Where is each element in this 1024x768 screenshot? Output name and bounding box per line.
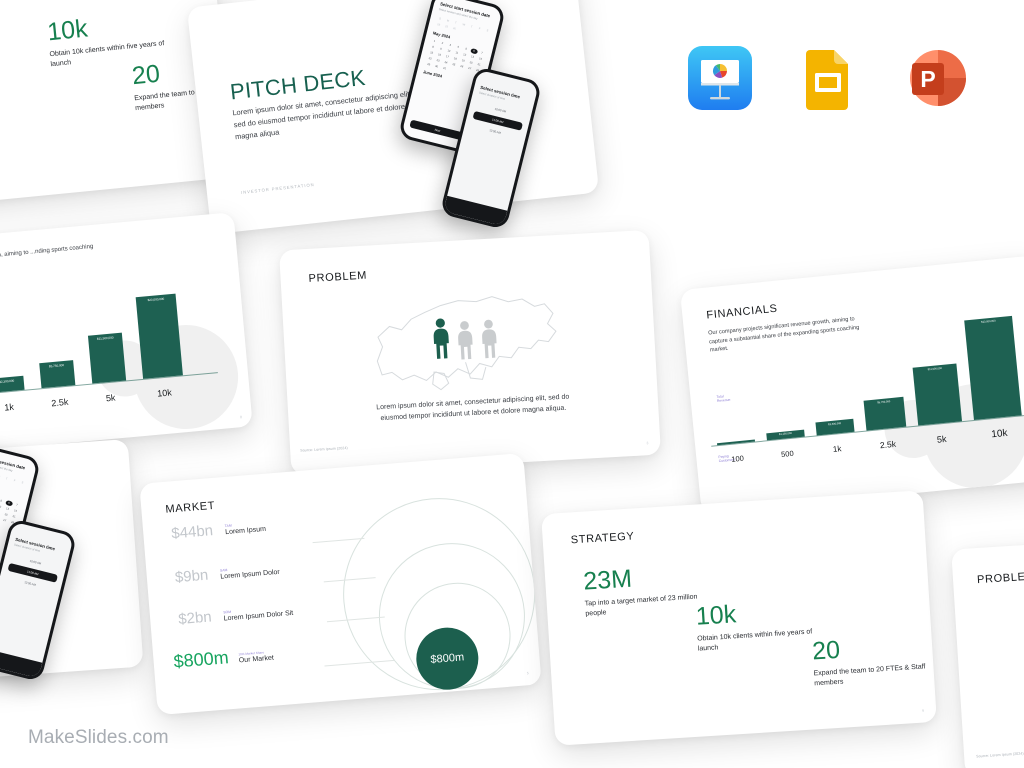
strategy-metric-number: 20 <box>811 635 841 666</box>
slide-market[interactable]: MARKET $800m $44bn TAM Lorem Ipsum $9bn … <box>139 452 542 716</box>
slide-pitch-deck[interactable]: PITCH DECK Lorem ipsum dolor sit amet, c… <box>186 0 600 235</box>
bar-value-label: $11,500,000 <box>927 366 943 372</box>
strategy-metric-description: Expand the team to 20 FTEs & Staff membe… <box>813 663 926 688</box>
market-row: $9bn SAM Lorem Ipsum Dolor <box>174 561 280 587</box>
microsoft-powerpoint-icon[interactable]: P <box>904 46 968 110</box>
bar-category: 100 <box>730 453 745 464</box>
page-number: 5 <box>526 671 529 676</box>
bar-category: 1k <box>832 444 842 454</box>
strategy-metric: 20 Expand the team to 20 FTEs & Staff me… <box>811 632 934 690</box>
google-slides-icon[interactable] <box>796 46 860 110</box>
bar: $23,000,000 <box>964 315 1022 421</box>
strategy-metric-description: Obtain 10k clients within five years of … <box>697 628 813 653</box>
region-map-outline <box>376 296 557 391</box>
problem-title: PROBLEM <box>976 570 1024 587</box>
bar-value-label: $23,000,000 <box>147 296 165 303</box>
bar-column: $23,000,000 <box>964 315 1022 421</box>
bar: $5,750,000 <box>863 396 907 431</box>
market-row: $2bn SOM Lorem Ipsum Dolor Sit <box>178 602 294 628</box>
bar-column: $5,750,000 <box>32 285 76 389</box>
financials-body-fragment: ...nue growth, aiming to ...nding sports… <box>0 243 94 262</box>
bar-chart-left: $2,300,000 $5,750,000 $11,500,000 $23,00… <box>0 276 183 393</box>
problem-title: PROBLEM <box>308 269 368 285</box>
market-label: Our Market <box>238 654 275 665</box>
slide-problem[interactable]: PROBLEM Lorem ipsum dolor sit amet, cons… <box>279 229 661 476</box>
market-title: MARKET <box>165 499 216 516</box>
bar-value-label: $2,300,000 <box>828 422 842 427</box>
phone-bottom-bar <box>443 195 508 227</box>
bar-category: 5k <box>105 392 116 404</box>
pitch-deck-footer: INVESTOR PRESENTATION <box>240 181 315 195</box>
page-number: 3 <box>646 441 649 446</box>
slide-problem-partial-right[interactable]: PROBLEM Source: Lorem Ipsum (2024) <box>951 530 1024 768</box>
slide-financials-partial-left[interactable]: ...nue growth, aiming to ...nding sports… <box>0 212 253 467</box>
bar-column: $2,300,000 <box>0 290 25 393</box>
person-highlighted-icon <box>433 318 449 359</box>
bar-category: 500 <box>780 448 795 459</box>
slide-financials[interactable]: FINANCIALS Our company projects signific… <box>679 254 1024 515</box>
bar-value-label: $11,500,000 <box>96 335 114 341</box>
app-icons-row: P <box>688 46 968 110</box>
bar: $11,500,000 <box>912 363 963 426</box>
bar: $11,500,000 <box>87 332 127 384</box>
market-row: $44bn TAM Lorem Ipsum <box>170 518 267 543</box>
strategy-metric-number: 10k <box>694 600 737 631</box>
market-amount: $2bn <box>177 608 213 629</box>
calendar-next-button[interactable]: Next <box>409 119 466 141</box>
bar-column <box>707 342 756 446</box>
bar-column: $11,500,000 <box>83 281 127 384</box>
svg-text:P: P <box>920 66 935 92</box>
problem-source: Source: Lorem Ipsum (2024) <box>300 445 348 453</box>
bar-column: $5,750,000 <box>857 327 907 431</box>
bar-column: $11,500,000 <box>908 322 963 426</box>
bar-column: $23,000,000 <box>134 276 183 379</box>
strategy-metric-number: 23M <box>582 564 633 596</box>
bar-category: 2.5k <box>50 396 69 409</box>
strategy-metric: 10k Obtain 10k clients within five years… <box>695 597 820 655</box>
apple-keynote-icon[interactable] <box>688 46 752 110</box>
bar-value-label: $5,750,000 <box>877 400 891 405</box>
bar-value-label: $23,000,000 <box>981 319 996 324</box>
bar-column: $2,300,000 <box>807 332 855 436</box>
bar-category: 1k <box>3 401 15 413</box>
market-amount: $800m <box>172 647 230 672</box>
bar-value-label: $5,750,000 <box>48 363 65 369</box>
watermark-makeslides: MakeSlides.com <box>28 727 169 748</box>
bar-column: $1,150,000 <box>757 337 805 441</box>
problem-source: Source: Lorem Ipsum (2024) <box>976 751 1024 759</box>
strategy-metric-description: Tap into a target market of 23 million p… <box>584 593 698 618</box>
person-muted-icon <box>458 321 473 360</box>
market-row-highlighted: $800m 10% Market Share Our Market <box>173 644 274 673</box>
market-amount: $44bn <box>170 522 214 543</box>
bar: $23,000,000 <box>135 293 183 379</box>
page-number: 6 <box>922 708 925 713</box>
bar: $5,750,000 <box>39 360 76 389</box>
problem-body: Lorem ipsum dolor sit amet, consectetur … <box>376 393 570 422</box>
strategy-metric: 23M Tap into a target market of 23 milli… <box>583 562 704 620</box>
bar-value-label: $2,300,000 <box>0 378 15 384</box>
financials-title: FINANCIALS <box>705 302 779 322</box>
bar-value-label: $1,150,000 <box>778 431 792 436</box>
person-muted-icon <box>482 319 497 359</box>
strategy-title: STRATEGY <box>570 530 635 547</box>
page-number: 8 <box>239 415 243 420</box>
market-amount: $9bn <box>174 566 209 587</box>
slide-strategy[interactable]: STRATEGY 23M Tap into a target market of… <box>541 490 937 746</box>
